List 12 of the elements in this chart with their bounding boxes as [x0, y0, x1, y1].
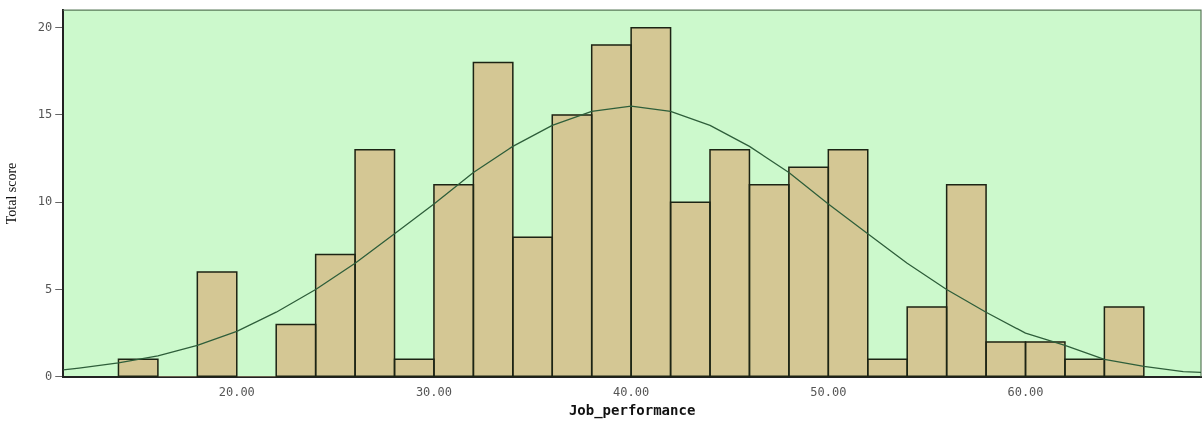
x-axis-title: Job_performance	[568, 402, 696, 420]
y-tick-label: 10	[37, 194, 53, 209]
y-axis-title: Total score	[4, 162, 20, 225]
x-tick-label: 40.00	[613, 385, 650, 400]
x-tick-label: 30.00	[415, 385, 453, 400]
y-tick-label: 15	[37, 107, 53, 122]
x-tick-label: 60.00	[1007, 385, 1044, 400]
x-tick-label: 50.00	[810, 385, 847, 400]
y-tick-label: 0	[45, 368, 53, 383]
y-tick-label: 5	[45, 281, 53, 296]
x-tick-label: 20.00	[218, 385, 255, 400]
y-tick-label: 20	[37, 19, 53, 34]
